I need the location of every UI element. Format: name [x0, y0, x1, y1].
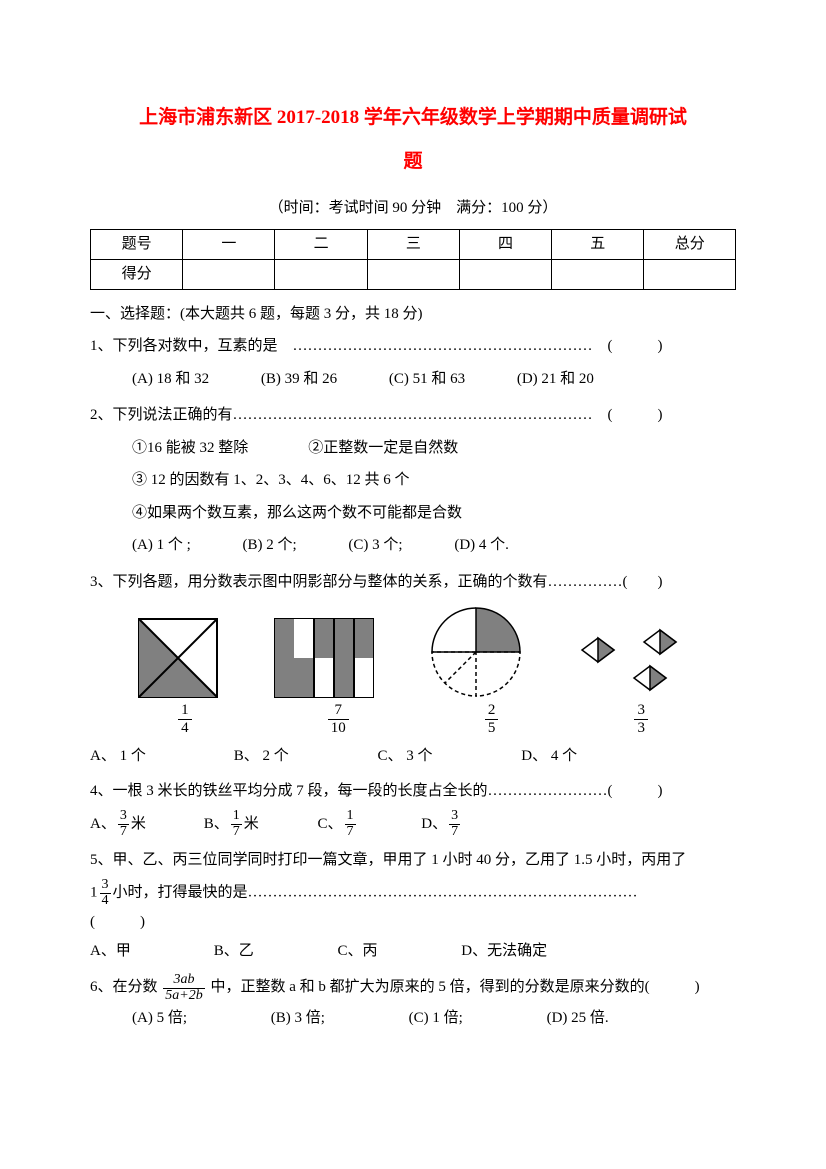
q-num: 4、 [90, 777, 113, 806]
opt-b: (B) 3 倍; [271, 1004, 325, 1033]
td-label: 得分 [91, 259, 183, 289]
q-num: 6、 [90, 979, 113, 995]
q-num: 3、 [90, 568, 113, 597]
td [183, 259, 275, 289]
td [552, 259, 644, 289]
page-title-line2: 题 [90, 144, 736, 180]
q5-line2: 134小时，打得最快的是…………………………………………………………………… [90, 878, 736, 908]
q3-options: A、 1 个 B、 2 个 C、 3 个 D、 4 个 [90, 742, 736, 771]
table-row: 题号 一 二 三 四 五 总分 [91, 229, 736, 259]
opt-b: B、 2 个 [234, 742, 374, 771]
td [367, 259, 459, 289]
section-1-heading: 一、选择题：(本大题共 6 题，每题 3 分，共 18 分) [90, 300, 736, 329]
q-num: 1、 [90, 332, 113, 361]
frac: 14 [178, 702, 192, 736]
opt-c: C、丙 [338, 937, 458, 966]
q6-options: (A) 5 倍; (B) 3 倍; (C) 1 倍; (D) 25 倍. [90, 1004, 736, 1033]
opt-b: B、17米 [204, 809, 314, 839]
opt-b: (B) 2 个; [243, 531, 297, 560]
opt-d: D、无法确定 [461, 937, 547, 966]
q6-post: 中，正整数 a 和 b 都扩大为原来的 5 倍，得到的分数是原来分数的( ) [210, 979, 699, 995]
q1-options: (A) 18 和 32 (B) 39 和 26 (C) 51 和 63 (D) … [90, 365, 736, 394]
q2-statement-3: ④如果两个数互素，那么这两个数不可能都是合数 [90, 499, 736, 528]
q-text: 下列各对数中，互素的是 …………………………………………………… ( ) [113, 332, 736, 361]
mixed-int: 1 [90, 885, 98, 901]
opt-a: A、37米 [90, 809, 200, 839]
mixed-frac: 34 [100, 878, 111, 908]
opt-d: (D) 4 个. [454, 531, 509, 560]
opt-c: (C) 51 和 63 [389, 365, 465, 394]
q5-tail: 小时，打得最快的是…………………………………………………………………… [113, 885, 638, 901]
q-num: 2、 [90, 401, 113, 430]
q6-pre: 在分数 [113, 979, 158, 995]
q3-figures [90, 600, 736, 702]
opt-c: (C) 3 个; [348, 531, 402, 560]
q-text: 下列说法正确的有……………………………………………………………… ( ) [113, 401, 736, 430]
frac: 710 [328, 702, 349, 736]
page-title-line1: 上海市浦东新区 2017-2018 学年六年级数学上学期期中质量调研试 [90, 100, 736, 136]
question-4: 4、 一根 3 米长的铁丝平均分成 7 段，每一段的长度占全长的……………………… [90, 777, 736, 806]
score-table: 题号 一 二 三 四 五 总分 得分 [90, 229, 736, 290]
fig-diamonds-icon [578, 618, 688, 698]
opt-a: A、甲 [90, 937, 210, 966]
frac: 25 [485, 702, 499, 736]
opt-c: C、17 [318, 809, 418, 839]
opt-d: D、 4 个 [521, 742, 577, 771]
table-row: 得分 [91, 259, 736, 289]
opt-c: (C) 1 倍; [409, 1004, 463, 1033]
opt-a: A、 1 个 [90, 742, 230, 771]
q-text: 一根 3 米长的铁丝平均分成 7 段，每一段的长度占全长的……………………( ) [113, 777, 736, 806]
opt-d: (D) 25 倍. [547, 1004, 609, 1033]
q2-options: (A) 1 个 ; (B) 2 个; (C) 3 个; (D) 4 个. [90, 531, 736, 560]
td [459, 259, 551, 289]
q5-paren: ( ) [90, 908, 736, 937]
question-1: 1、 下列各对数中，互素的是 …………………………………………………… ( ) [90, 332, 736, 361]
th: 五 [552, 229, 644, 259]
fig-circle-icon [430, 606, 522, 698]
question-3: 3、 下列各题，用分数表示图中阴影部分与整体的关系，正确的个数有……………( ) [90, 568, 736, 597]
th: 二 [275, 229, 367, 259]
q2-statement-1: ①16 能被 32 整除 ②正整数一定是自然数 [90, 434, 736, 463]
q3-fractions: 14 710 25 33 [90, 702, 736, 742]
q6-frac: 3ab5a+2b [163, 973, 204, 1003]
frac: 33 [634, 702, 648, 736]
th: 四 [459, 229, 551, 259]
q-text: 甲、乙、丙三位同学同时打印一篇文章，甲用了 1 小时 40 分，乙用了 1.5 … [113, 846, 736, 875]
th: 一 [183, 229, 275, 259]
fig-square-icon [138, 618, 218, 698]
th: 三 [367, 229, 459, 259]
th: 题号 [91, 229, 183, 259]
opt-a: (A) 1 个 ; [132, 531, 191, 560]
q-text: 下列各题，用分数表示图中阴影部分与整体的关系，正确的个数有……………( ) [113, 568, 736, 597]
td [644, 259, 736, 289]
exam-info: （时间：考试时间 90 分钟 满分：100 分） [90, 194, 736, 223]
question-6: 6、在分数 3ab5a+2b 中，正整数 a 和 b 都扩大为原来的 5 倍，得… [90, 971, 736, 1004]
opt-d: (D) 21 和 20 [517, 365, 594, 394]
opt-b: B、乙 [214, 937, 334, 966]
opt-c: C、 3 个 [378, 742, 518, 771]
q5-options: A、甲 B、乙 C、丙 D、无法确定 [90, 937, 736, 966]
question-5: 5、 甲、乙、丙三位同学同时打印一篇文章，甲用了 1 小时 40 分，乙用了 1… [90, 846, 736, 875]
td [275, 259, 367, 289]
opt-d: D、37 [421, 809, 462, 839]
fig-grid-icon [274, 618, 374, 698]
th: 总分 [644, 229, 736, 259]
opt-a: (A) 18 和 32 [132, 365, 209, 394]
opt-a: (A) 5 倍; [132, 1004, 187, 1033]
q-num: 5、 [90, 846, 113, 875]
question-2: 2、 下列说法正确的有……………………………………………………………… ( ) [90, 401, 736, 430]
q4-options: A、37米 B、17米 C、17 D、37 [90, 809, 736, 839]
q2-statement-2: ③ 12 的因数有 1、2、3、4、6、12 共 6 个 [90, 466, 736, 495]
opt-b: (B) 39 和 26 [261, 365, 337, 394]
